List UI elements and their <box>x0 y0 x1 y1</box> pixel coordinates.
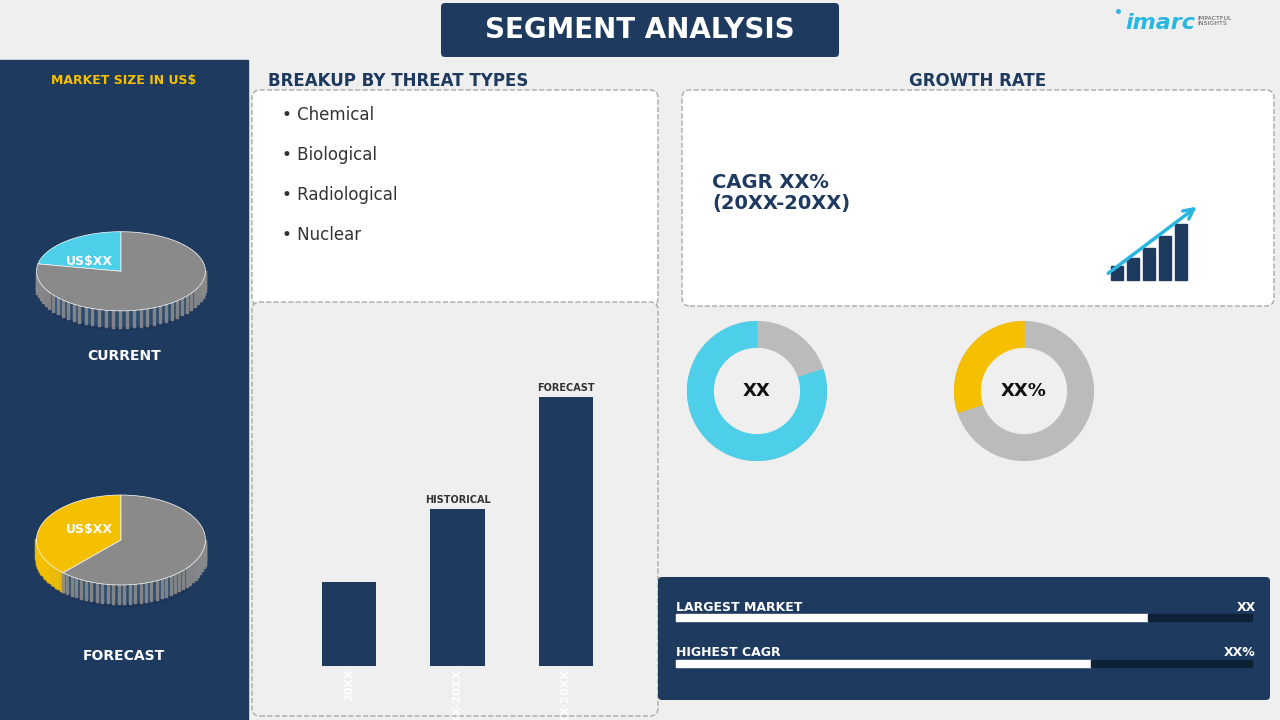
Bar <box>323 582 376 666</box>
Bar <box>430 509 485 666</box>
Text: FORECAST: FORECAST <box>536 382 594 392</box>
Text: CAGR XX%
(20XX-20XX): CAGR XX% (20XX-20XX) <box>712 173 850 214</box>
Text: XX: XX <box>1236 601 1256 614</box>
Text: • Chemical: • Chemical <box>282 106 374 124</box>
Polygon shape <box>38 232 122 271</box>
Ellipse shape <box>37 251 206 330</box>
Polygon shape <box>687 322 827 460</box>
Bar <box>1175 224 1187 280</box>
Text: HISTORICAL: HISTORICAL <box>425 495 490 505</box>
Polygon shape <box>63 495 205 585</box>
Bar <box>1148 614 1252 621</box>
Bar <box>1143 248 1155 280</box>
Bar <box>1111 266 1123 280</box>
Ellipse shape <box>37 498 206 588</box>
Bar <box>1091 660 1252 667</box>
Ellipse shape <box>37 246 206 325</box>
Text: US$XX: US$XX <box>65 256 113 269</box>
Text: XX: XX <box>744 382 771 400</box>
Polygon shape <box>687 322 827 460</box>
Text: IMPACTFUL
INSIGHTS: IMPACTFUL INSIGHTS <box>1197 16 1231 27</box>
Polygon shape <box>37 232 205 311</box>
Ellipse shape <box>37 241 206 320</box>
Bar <box>0 0 1280 60</box>
Text: XX%: XX% <box>1224 647 1256 660</box>
Ellipse shape <box>37 243 206 323</box>
Ellipse shape <box>37 513 206 603</box>
Ellipse shape <box>37 508 206 598</box>
Polygon shape <box>982 348 1066 433</box>
FancyBboxPatch shape <box>252 302 658 716</box>
FancyBboxPatch shape <box>682 90 1274 306</box>
Ellipse shape <box>37 505 206 596</box>
Bar <box>539 397 593 666</box>
Polygon shape <box>714 348 800 433</box>
Text: • Biological: • Biological <box>282 146 378 164</box>
Text: • Nuclear: • Nuclear <box>282 226 361 244</box>
Text: XX%: XX% <box>1001 382 1047 400</box>
FancyBboxPatch shape <box>442 3 838 57</box>
Text: SEGMENT ANALYSIS: SEGMENT ANALYSIS <box>485 16 795 44</box>
Text: imarc: imarc <box>1125 13 1196 33</box>
Ellipse shape <box>37 234 206 313</box>
Polygon shape <box>955 322 1093 460</box>
Text: CURRENT: CURRENT <box>87 349 161 363</box>
Ellipse shape <box>37 239 206 318</box>
Bar <box>0 60 248 720</box>
Ellipse shape <box>37 511 206 601</box>
FancyBboxPatch shape <box>252 90 658 306</box>
Ellipse shape <box>37 516 206 606</box>
Text: • Radiological: • Radiological <box>282 186 398 204</box>
Bar <box>1126 258 1139 280</box>
Text: BREAKUP BY THREAT TYPES: BREAKUP BY THREAT TYPES <box>268 72 529 90</box>
Text: HIGHEST CAGR: HIGHEST CAGR <box>676 647 781 660</box>
Polygon shape <box>37 495 122 573</box>
Polygon shape <box>955 322 1024 413</box>
Text: FORECAST: FORECAST <box>83 649 165 663</box>
Ellipse shape <box>37 514 206 604</box>
Text: MARKET SIZE IN US$: MARKET SIZE IN US$ <box>51 74 197 87</box>
Ellipse shape <box>37 500 206 590</box>
Ellipse shape <box>37 503 206 593</box>
Text: LARGEST MARKET: LARGEST MARKET <box>676 601 803 614</box>
Text: GROWTH RATE: GROWTH RATE <box>909 72 1047 90</box>
Ellipse shape <box>37 236 206 315</box>
Text: US$XX: US$XX <box>65 523 113 536</box>
FancyBboxPatch shape <box>658 577 1270 700</box>
Bar <box>676 660 1091 667</box>
Ellipse shape <box>37 248 206 327</box>
Ellipse shape <box>37 248 206 328</box>
Bar <box>676 614 1148 621</box>
Bar <box>1158 236 1171 280</box>
